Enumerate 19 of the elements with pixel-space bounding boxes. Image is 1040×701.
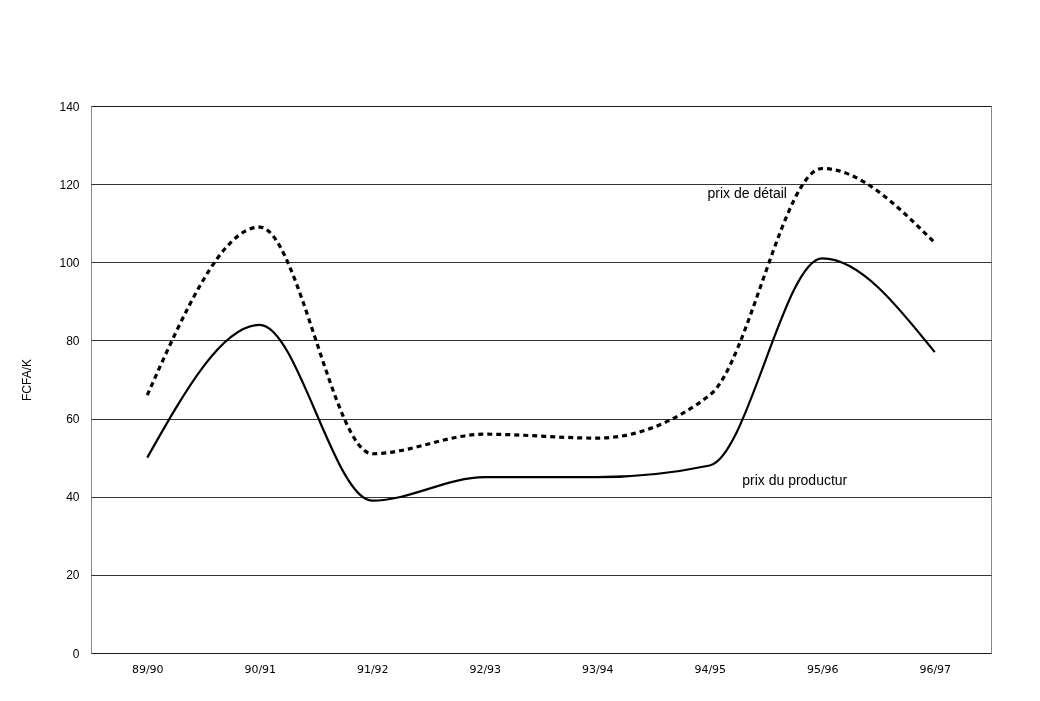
y-tick-label: 120: [59, 177, 80, 192]
y-tick-label: 100: [59, 255, 80, 270]
y-tick-label: 0: [72, 646, 80, 661]
y-tick-label: 60: [66, 412, 80, 427]
series-label: prix du productur: [742, 472, 848, 489]
x-tick-label: 95/96: [806, 662, 839, 676]
x-tick-label: 96/97: [919, 662, 952, 676]
series-label: prix de détail: [707, 184, 787, 201]
x-tick-label: 93/94: [581, 662, 614, 676]
x-tick-label: 90/91: [244, 662, 277, 676]
y-tick-label: 80: [66, 333, 80, 348]
x-tick-label: 91/92: [356, 662, 389, 676]
y-axis-title: FCFA/K: [20, 358, 35, 402]
y-tick-label: 20: [66, 568, 80, 583]
x-tick-label: 94/95: [694, 662, 727, 676]
y-tick-label: 140: [59, 99, 80, 114]
x-tick-label: 92/93: [469, 662, 502, 676]
y-tick-label: 40: [66, 490, 80, 505]
x-tick-label: 89/90: [131, 662, 164, 676]
